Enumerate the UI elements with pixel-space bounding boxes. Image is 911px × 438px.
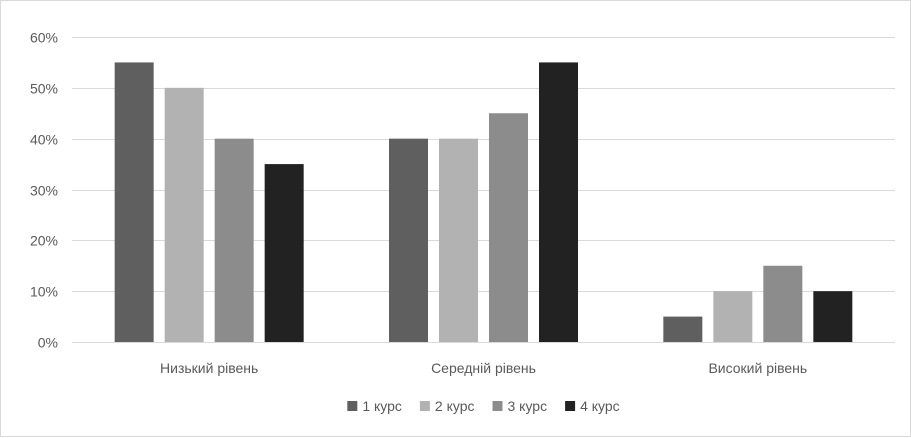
legend: 1 курс 2 курс 3 курс 4 курс bbox=[347, 398, 620, 414]
legend-item-1: 1 курс bbox=[347, 398, 402, 414]
x-tick-label-3: Високий рівень bbox=[708, 360, 807, 376]
bar-3-1 bbox=[663, 316, 703, 342]
y-tick-label-10: 10% bbox=[30, 284, 58, 300]
y-tick-label-30: 30% bbox=[30, 183, 58, 199]
bar-1-1 bbox=[114, 62, 154, 343]
legend-label-4: 4 курс bbox=[580, 398, 620, 414]
y-tick-label-20: 20% bbox=[30, 233, 58, 249]
y-tick-label-0: 0% bbox=[38, 335, 58, 351]
legend-label-1: 1 курс bbox=[362, 398, 402, 414]
legend-label-2: 2 курс bbox=[435, 398, 475, 414]
bar-2-3 bbox=[489, 113, 528, 342]
y-tick-label-50: 50% bbox=[30, 81, 58, 97]
legend-swatch-4 bbox=[565, 401, 576, 411]
bar-3-4 bbox=[813, 291, 853, 342]
bar-1-2 bbox=[164, 87, 204, 342]
legend-label-3: 3 курс bbox=[508, 398, 548, 414]
y-tick-label-60: 60% bbox=[30, 30, 58, 46]
legend-item-3: 3 курс bbox=[492, 398, 548, 414]
x-tick-label-2: Середній рівень bbox=[431, 360, 536, 376]
legend-swatch-1 bbox=[347, 401, 358, 411]
bar-1-4 bbox=[264, 164, 304, 342]
y-axis-ticks: 0% 10% 20% 30% 40% 50% 60% bbox=[30, 30, 58, 351]
bars bbox=[114, 62, 853, 343]
x-axis-labels: Низький рівень Середній рівень Високий рів… bbox=[160, 360, 807, 376]
gridlines bbox=[72, 37, 895, 343]
bar-2-4 bbox=[539, 62, 578, 343]
x-tick-label-1: Низький рівень bbox=[160, 360, 258, 376]
bar-2-2 bbox=[439, 138, 478, 342]
bar-3-3 bbox=[763, 265, 803, 342]
y-tick-label-40: 40% bbox=[30, 132, 58, 148]
legend-swatch-3 bbox=[492, 401, 503, 411]
legend-item-2: 2 курс bbox=[419, 398, 475, 414]
bar-2-1 bbox=[389, 138, 428, 342]
legend-swatch-2 bbox=[419, 401, 430, 411]
bar-3-2 bbox=[713, 291, 753, 342]
bar-1-3 bbox=[214, 138, 254, 342]
legend-item-4: 4 курс bbox=[565, 398, 620, 414]
